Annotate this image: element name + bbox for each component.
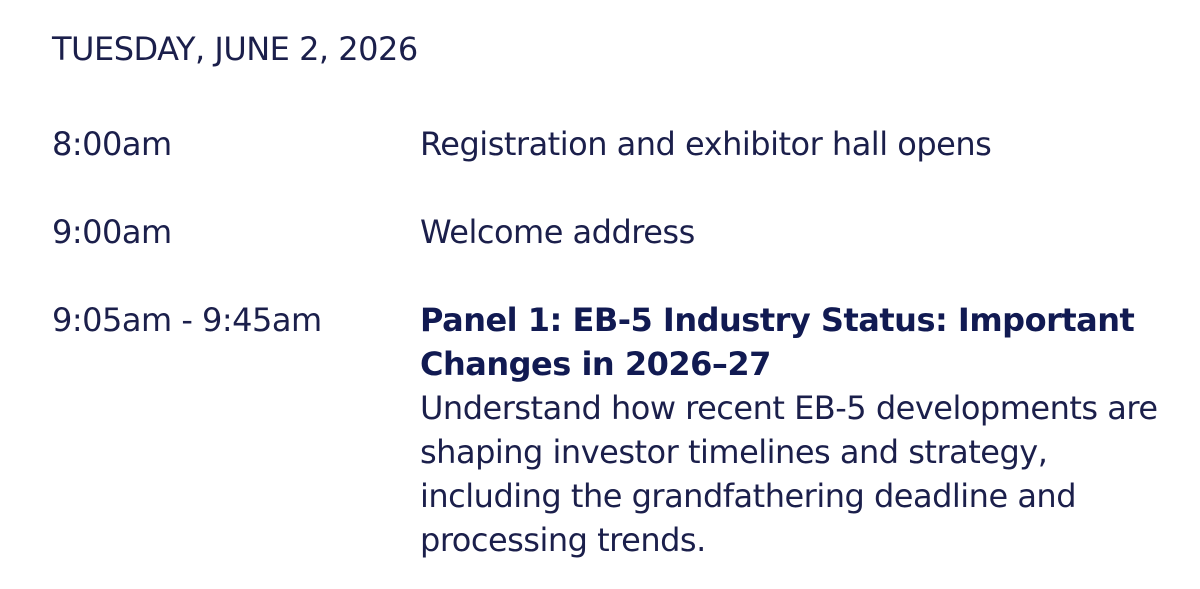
session-title: Welcome address <box>420 213 695 251</box>
panel-description: Understand how recent EB-5 developments … <box>420 389 1158 559</box>
time: 9:00am <box>52 213 172 251</box>
date-heading: TUESDAY, JUNE 2, 2026 <box>52 30 418 68</box>
time: 9:05am - 9:45am <box>52 301 322 339</box>
session-title: Registration and exhibitor hall opens <box>420 125 992 163</box>
session-body: Panel 1: EB-5 Industry Status: Important… <box>420 298 1160 562</box>
time: 8:00am <box>52 125 172 163</box>
panel-title: Panel 1: EB-5 Industry Status: Important… <box>420 301 1135 383</box>
